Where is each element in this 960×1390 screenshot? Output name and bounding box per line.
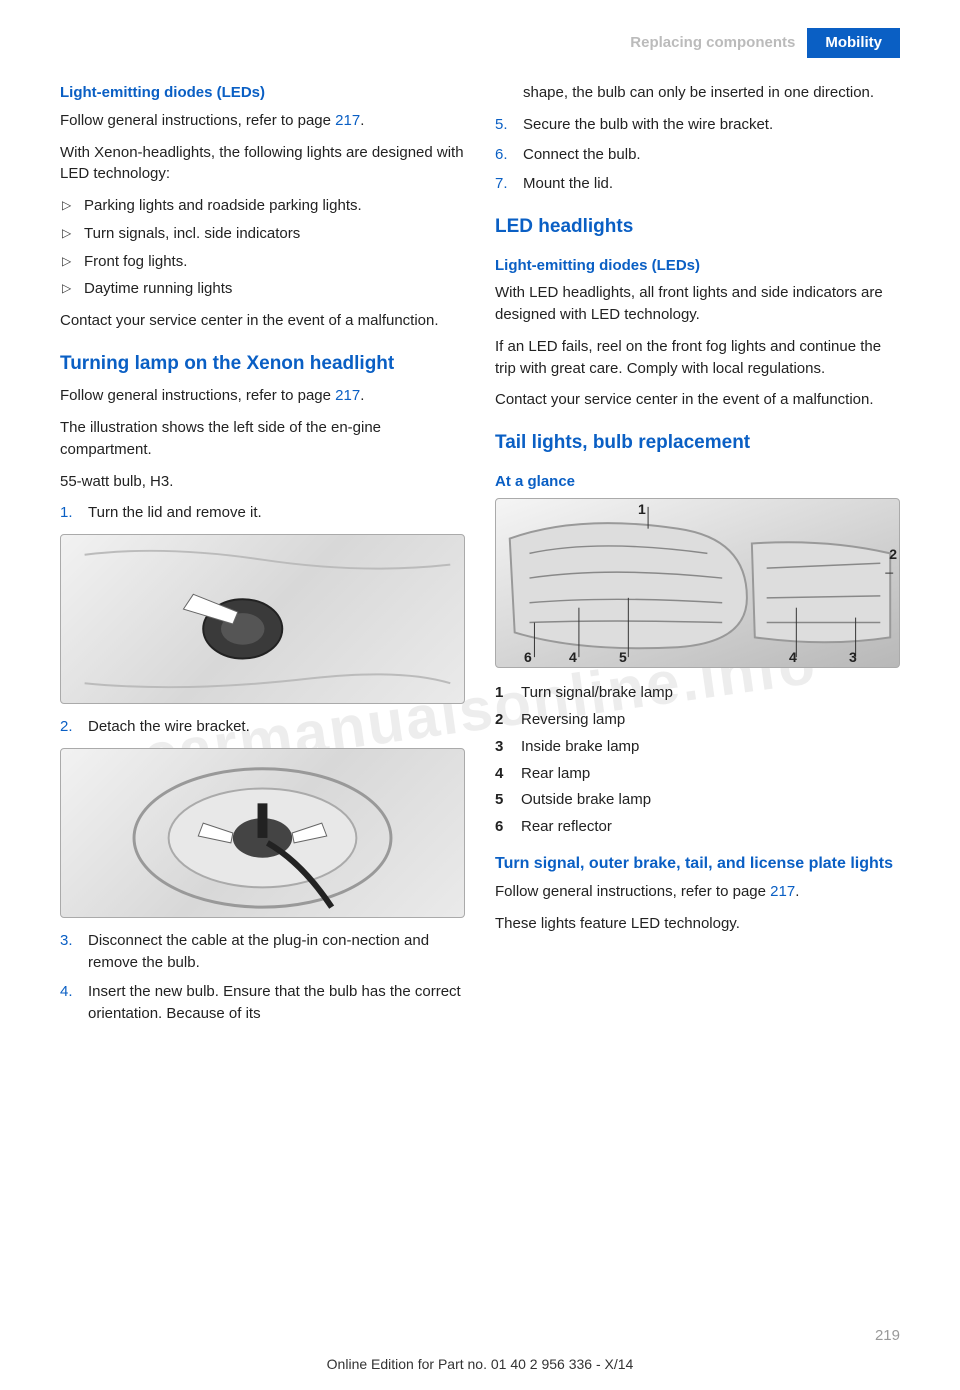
text: Follow general instructions, refer to pa… [60, 112, 335, 129]
step-5: 5. Secure the bulb with the wire bracket. [495, 114, 900, 136]
steps-list-right: 5. Secure the bulb with the wire bracket.… [495, 114, 900, 195]
legend-row: 5Outside brake lamp [495, 789, 900, 811]
content-columns: Light-emitting diodes (LEDs) Follow gene… [0, 82, 960, 1035]
list-item: Turn signals, incl. side indicators [60, 223, 465, 245]
callout-4a: 4 [569, 647, 577, 667]
step-text: Mount the lid. [523, 175, 613, 192]
step-number: 5. [495, 114, 508, 136]
step-number: 4. [60, 981, 73, 1003]
legend-row: 1Turn signal/brake lamp [495, 682, 900, 704]
step-text: Insert the new bulb. Ensure that the bul… [88, 983, 461, 1022]
legend-text: Rear reflector [521, 816, 612, 838]
text: . [360, 112, 364, 129]
step-text: Turn the lid and remove it. [88, 504, 262, 521]
legend-text: Rear lamp [521, 763, 590, 785]
tail-light-legend: 1Turn signal/brake lamp 2Reversing lamp … [495, 682, 900, 838]
ledhl-paragraph-1: With LED headlights, all front lights an… [495, 282, 900, 326]
legend-row: 6Rear reflector [495, 816, 900, 838]
step-number: 7. [495, 173, 508, 195]
header-section-blue: Mobility [807, 28, 900, 58]
step-text: Disconnect the cable at the plug-in con‐… [88, 932, 429, 971]
callout-5: 5 [619, 647, 627, 667]
figure-tail-lights: 1 2 6 4 5 4 3 [495, 498, 900, 668]
left-column: Light-emitting diodes (LEDs) Follow gene… [60, 82, 465, 1035]
page-header: Replacing components Mobility [60, 28, 900, 58]
heading-turn-signal: Turn signal, outer brake, tail, and lice… [495, 852, 900, 875]
page-link-217-c[interactable]: 217 [770, 883, 795, 900]
step-3: 3. Disconnect the cable at the plug-in co… [60, 930, 465, 974]
legend-text: Outside brake lamp [521, 789, 651, 811]
legend-text: Inside brake lamp [521, 736, 639, 758]
list-item: Parking lights and roadside parking ligh… [60, 195, 465, 217]
step-2: 2. Detach the wire bracket. [60, 716, 465, 738]
illustration-icon [61, 749, 464, 917]
list-item: Front fog lights. [60, 251, 465, 273]
step-7: 7. Mount the lid. [495, 173, 900, 195]
step-1: 1. Turn the lid and remove it. [60, 502, 465, 524]
steps-list-left: 1. Turn the lid and remove it. [60, 502, 465, 524]
step-number: 6. [495, 144, 508, 166]
step-text: Connect the bulb. [523, 146, 641, 163]
step-4-continuation: shape, the bulb can only be inserted in … [495, 82, 900, 104]
callout-2: 2 [889, 544, 897, 564]
turning-paragraph-2: The illustration shows the left side of … [60, 417, 465, 461]
leds-bullet-list: Parking lights and roadside parking ligh… [60, 195, 465, 300]
legend-num: 1 [495, 682, 521, 704]
page-link-217-a[interactable]: 217 [335, 112, 360, 129]
text: . [360, 387, 364, 404]
step-number: 3. [60, 930, 73, 952]
heading-turning-lamp: Turning lamp on the Xenon headlight [60, 350, 465, 378]
leds-paragraph-3: Contact your service center in the event… [60, 310, 465, 332]
steps-list-left-2: 2. Detach the wire bracket. [60, 716, 465, 738]
figure-lid-remove [60, 534, 465, 704]
legend-text: Reversing lamp [521, 709, 625, 731]
page-link-217-b[interactable]: 217 [335, 387, 360, 404]
heading-led-headlights: LED headlights [495, 213, 900, 241]
legend-num: 6 [495, 816, 521, 838]
turn-paragraph-2: These lights feature LED technology. [495, 913, 900, 935]
text: Follow general instructions, refer to pa… [60, 387, 335, 404]
step-text: Secure the bulb with the wire bracket. [523, 116, 773, 133]
page-number: 219 [875, 1327, 900, 1344]
subheading-at-a-glance: At a glance [495, 471, 900, 493]
turning-paragraph-1: Follow general instructions, refer to pa… [60, 385, 465, 407]
legend-num: 3 [495, 736, 521, 758]
ledhl-paragraph-3: Contact your service center in the event… [495, 389, 900, 411]
right-column: shape, the bulb can only be inserted in … [495, 82, 900, 1035]
step-number: 1. [60, 502, 73, 524]
leds-paragraph-2: With Xenon-headlights, the following lig… [60, 142, 465, 186]
tail-light-illustration-icon [496, 499, 899, 667]
callout-1: 1 [638, 499, 646, 519]
figure-wire-bracket [60, 748, 465, 918]
callout-4b: 4 [789, 647, 797, 667]
ledhl-paragraph-2: If an LED fails, reel on the front fog l… [495, 336, 900, 380]
text: . [795, 883, 799, 900]
text: Follow general instructions, refer to pa… [495, 883, 770, 900]
header-section-grey: Replacing components [618, 28, 807, 58]
footer-text: Online Edition for Part no. 01 40 2 956 … [0, 1356, 960, 1372]
legend-num: 5 [495, 789, 521, 811]
step-number: 2. [60, 716, 73, 738]
legend-num: 4 [495, 763, 521, 785]
legend-text: Turn signal/brake lamp [521, 682, 673, 704]
step-4: 4. Insert the new bulb. Ensure that the b… [60, 981, 465, 1025]
heading-leds: Light-emitting diodes (LEDs) [60, 82, 465, 104]
step-text: Detach the wire bracket. [88, 718, 250, 735]
heading-tail-lights: Tail lights, bulb replacement [495, 429, 900, 457]
legend-num: 2 [495, 709, 521, 731]
list-item: Daytime running lights [60, 278, 465, 300]
legend-row: 4Rear lamp [495, 763, 900, 785]
turn-paragraph-1: Follow general instructions, refer to pa… [495, 881, 900, 903]
subheading-leds-right: Light-emitting diodes (LEDs) [495, 255, 900, 277]
steps-list-left-3: 3. Disconnect the cable at the plug-in co… [60, 930, 465, 1025]
step-6: 6. Connect the bulb. [495, 144, 900, 166]
callout-3: 3 [849, 647, 857, 667]
legend-row: 3Inside brake lamp [495, 736, 900, 758]
leds-paragraph-1: Follow general instructions, refer to pa… [60, 110, 465, 132]
illustration-icon [61, 535, 464, 703]
turning-paragraph-3: 55-watt bulb, H3. [60, 471, 465, 493]
legend-row: 2Reversing lamp [495, 709, 900, 731]
callout-6: 6 [524, 647, 532, 667]
